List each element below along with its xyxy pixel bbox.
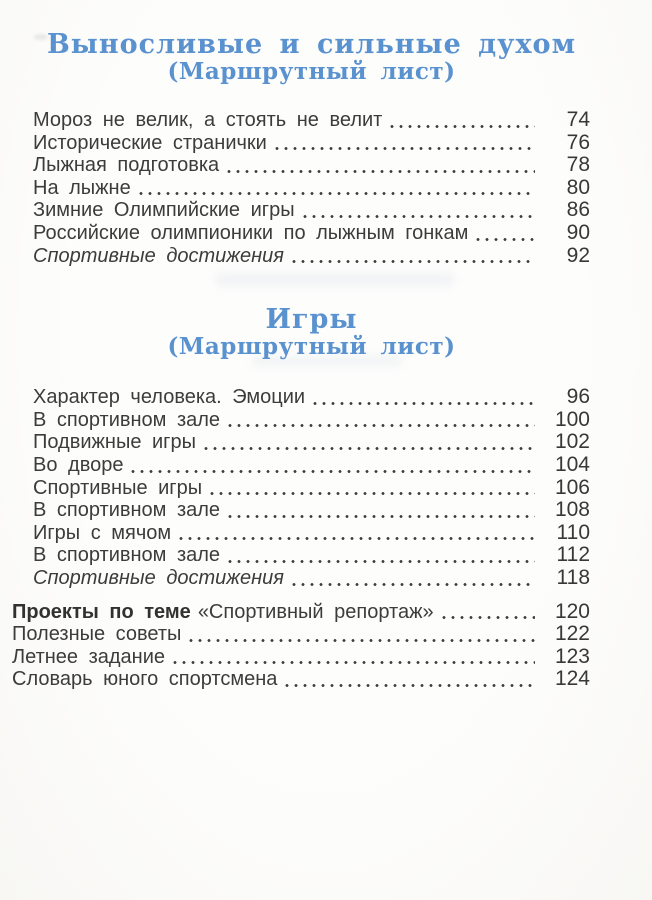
dot-leader xyxy=(476,236,535,242)
toc-row: Проекты по теме «Спортивный репортаж» 120 xyxy=(12,599,590,624)
dot-leader xyxy=(291,259,535,265)
toc-row: В спортивном зале 112 xyxy=(33,544,590,567)
toc-entry-page: 100 xyxy=(554,407,590,431)
toc-entry-title: Спортивные достижения xyxy=(33,566,284,589)
toc-entry-title: Во дворе xyxy=(33,453,124,476)
toc-entry-title: Подвижные игры xyxy=(33,431,196,454)
toc-row: Подвижные игры 102 xyxy=(33,431,590,454)
dot-leader xyxy=(228,423,535,429)
section-2-toc-list: Характер человека. Эмоции 96 В спортивно… xyxy=(33,386,590,589)
toc-row: Характер человека. Эмоции 96 xyxy=(33,386,590,409)
dot-leader xyxy=(274,146,535,152)
toc-row: В спортивном зале 100 xyxy=(33,409,590,432)
toc-row: Во дворе 104 xyxy=(33,454,590,477)
toc-row: На лыжне 80 xyxy=(33,177,590,200)
toc-entry-title: Спортивные достижения xyxy=(33,244,284,267)
section-1-subtitle: (Маршрутный лист) xyxy=(167,58,456,85)
toc-entry-title: На лыжне xyxy=(33,176,131,199)
toc-row: В спортивном зале 108 xyxy=(33,499,590,522)
toc-entry-page: 112 xyxy=(556,543,590,567)
toc-entry-title: В спортивном зале xyxy=(33,408,221,431)
dot-leader xyxy=(441,615,535,621)
toc-entry-page: 90 xyxy=(566,220,590,244)
toc-entry-title: Исторические странички xyxy=(33,131,267,154)
toc-entry-page: 74 xyxy=(566,108,590,131)
toc-entry-page: 110 xyxy=(556,520,590,544)
toc-entry-title: Российские олимпионики по лыжным гонкам xyxy=(33,221,469,244)
toc-row: Лыжная подготовка 78 xyxy=(33,154,590,177)
toc-entry-page: 92 xyxy=(566,243,590,267)
toc-entry-page: 124 xyxy=(554,667,590,691)
toc-entry-title-rest: «Спортивный репортаж» xyxy=(197,600,434,623)
toc-entry-title: В спортивном зале xyxy=(33,544,221,567)
toc-row: Словарь юного спортсмена 124 xyxy=(12,668,590,691)
toc-entry-title: Летнее задание xyxy=(12,645,166,668)
toc-row: Спортивные игры 106 xyxy=(33,475,590,500)
toc-row: Исторические странички 76 xyxy=(33,130,590,155)
dot-leader xyxy=(228,558,535,564)
dot-leader xyxy=(228,513,535,519)
toc-entry-page: 123 xyxy=(554,644,590,668)
section-2-subtitle: (Маршрутный лист) xyxy=(167,333,456,361)
section-1-toc-list: Мороз не велик, а стоять не велит 74 Ист… xyxy=(33,109,590,267)
toc-row: Мороз не велик, а стоять не велит 74 xyxy=(33,109,590,132)
toc-entry-page: 122 xyxy=(554,622,590,646)
toc-row: Российские олимпионики по лыжным гонкам … xyxy=(33,222,590,245)
toc-entry-title: Проекты по теме «Спортивный репортаж» xyxy=(12,600,434,624)
toc-row: Спортивные достижения 118 xyxy=(33,567,590,590)
toc-entry-page: 104 xyxy=(554,452,590,476)
toc-row: Летнее задание 123 xyxy=(12,646,590,669)
toc-entry-page: 86 xyxy=(566,198,590,222)
toc-entry-page: 96 xyxy=(566,385,590,409)
section-2-title: Игры xyxy=(265,304,358,336)
dot-leader xyxy=(179,536,535,542)
dot-leader xyxy=(285,682,535,688)
toc-row: Игры с мячом 110 xyxy=(33,522,590,545)
toc-entry-page: 80 xyxy=(566,175,590,199)
toc-row: Зимние Олимпийские игры 86 xyxy=(33,199,590,222)
dot-leader xyxy=(189,637,535,643)
dot-leader xyxy=(203,445,535,451)
section-2-heading: Игры (Маршрутный лист) xyxy=(33,305,590,360)
toc-entry-page: 120 xyxy=(554,599,590,623)
toc-entry-title: Словарь юного спортсмена xyxy=(12,668,278,691)
toc-entry-title: Характер человека. Эмоции xyxy=(33,386,306,409)
backmatter-toc-list: Проекты по теме «Спортивный репортаж» 120… xyxy=(12,599,590,691)
toc-entry-title: Лыжная подготовка xyxy=(33,154,220,177)
toc-entry-title: Зимние Олимпийские игры xyxy=(33,199,295,222)
toc-entry-page: 106 xyxy=(554,475,590,499)
toc-entry-title: Спортивные игры xyxy=(33,476,203,499)
dot-leader xyxy=(210,491,535,497)
toc-entry-page: 102 xyxy=(554,430,590,454)
section-1-title: Выносливые и сильные духом xyxy=(46,29,577,60)
toc-entry-page: 108 xyxy=(554,498,590,522)
dot-leader xyxy=(131,468,535,474)
dot-leader xyxy=(302,213,535,219)
toc-entry-page: 78 xyxy=(566,153,590,177)
toc-entry-title: Мороз не велик, а стоять не велит xyxy=(33,109,383,131)
dot-leader xyxy=(227,168,535,174)
dot-leader xyxy=(138,191,535,197)
toc-entry-page: 76 xyxy=(566,130,590,154)
toc-entry-title: Игры с мячом xyxy=(33,521,172,544)
dot-leader xyxy=(313,400,535,406)
toc-entry-title: Полезные советы xyxy=(12,623,182,646)
dot-leader xyxy=(173,660,535,666)
toc-row: Спортивные достижения 92 xyxy=(33,243,590,268)
toc-row: Полезные советы 122 xyxy=(12,623,590,646)
toc-entry-page: 118 xyxy=(556,565,590,589)
dot-leader xyxy=(390,123,535,129)
toc-entry-title: В спортивном зале xyxy=(33,499,221,522)
toc-entry-title-bold: Проекты по теме xyxy=(12,600,191,623)
dot-leader xyxy=(291,581,535,587)
section-1-heading: Выносливые и сильные духом (Маршрутный л… xyxy=(33,0,590,85)
